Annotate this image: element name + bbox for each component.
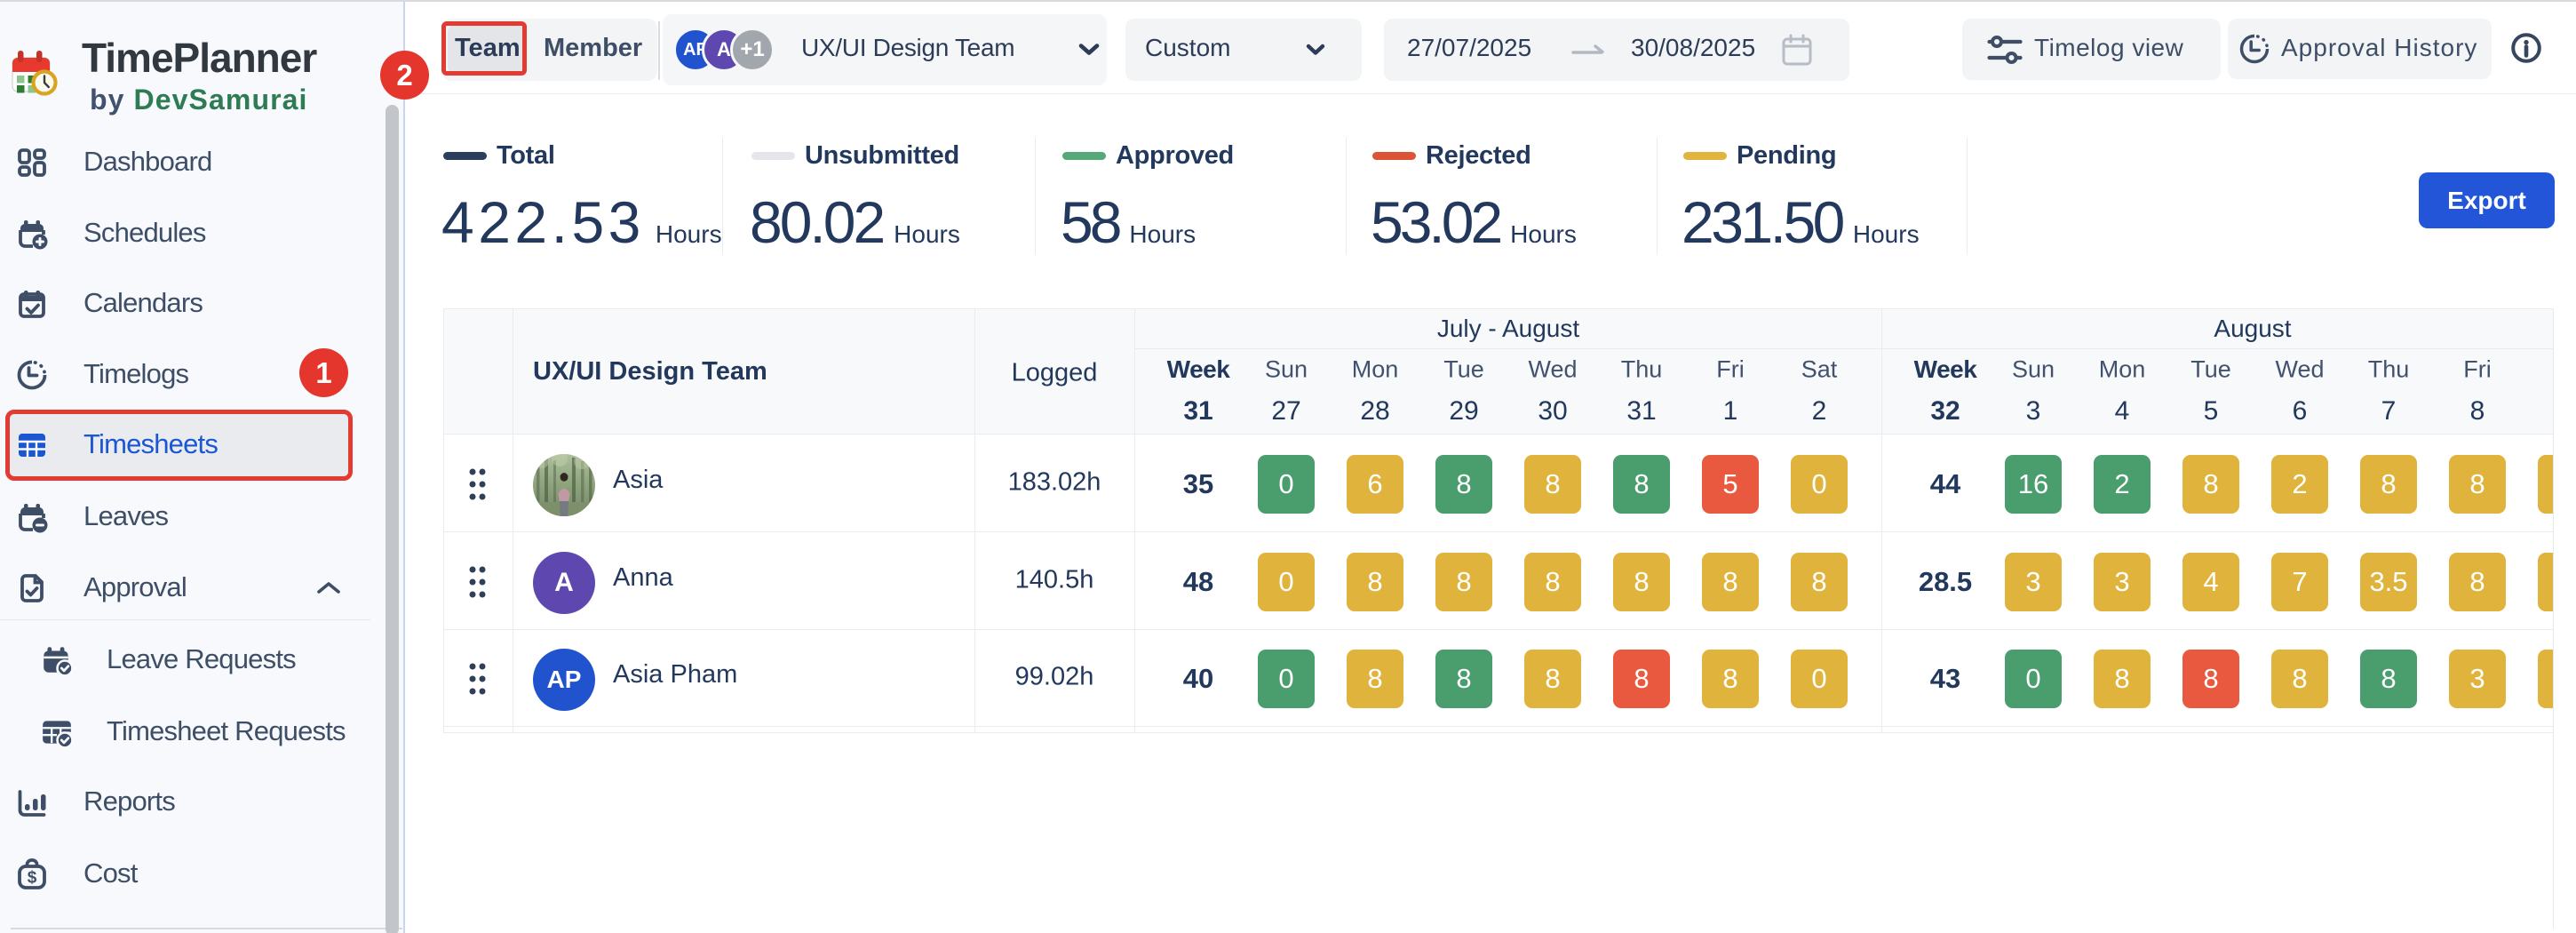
svg-text:$: $: [28, 869, 37, 888]
